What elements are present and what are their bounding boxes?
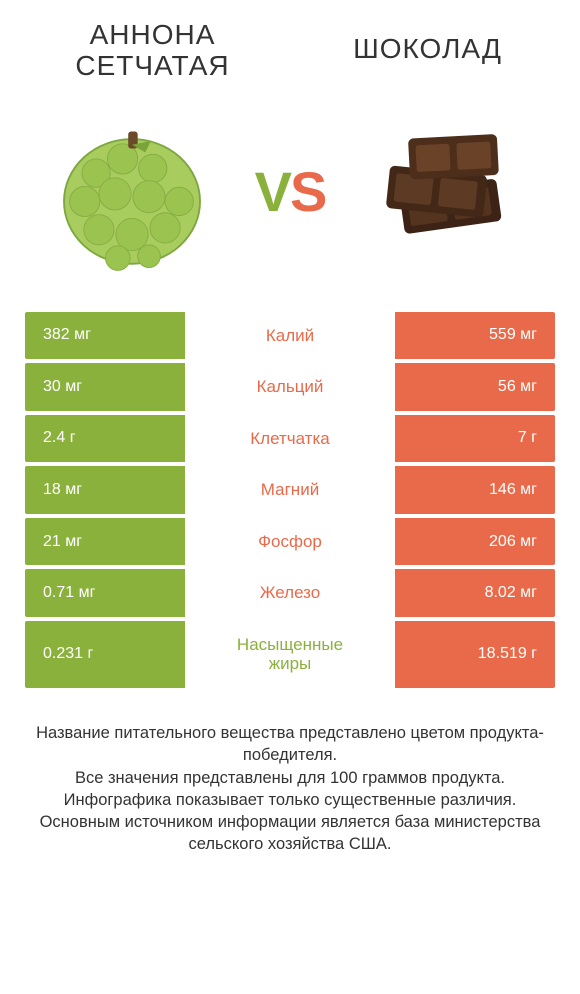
cell-nutrient-label: Калий — [185, 312, 395, 360]
table-row: 30 мгКальций56 мг — [25, 363, 555, 411]
vs-label: VS — [255, 159, 326, 224]
footer-line-3: Инфографика показывает только существенн… — [20, 789, 560, 811]
annona-icon — [47, 107, 217, 277]
cell-right-value: 146 мг — [395, 466, 555, 514]
cell-right-value: 56 мг — [395, 363, 555, 411]
table-row: 21 мгФосфор206 мг — [25, 518, 555, 566]
table-row: 382 мгКалий559 мг — [25, 312, 555, 360]
cell-nutrient-label: Фосфор — [185, 518, 395, 566]
cell-right-value: 7 г — [395, 415, 555, 463]
cell-left-value: 18 мг — [25, 466, 185, 514]
table-row: 0.231 гНасыщенныежиры18.519 г — [25, 621, 555, 688]
cell-nutrient-label: Клетчатка — [185, 415, 395, 463]
cell-left-value: 2.4 г — [25, 415, 185, 463]
cell-nutrient-label: Насыщенныежиры — [185, 621, 395, 688]
cell-right-value: 8.02 мг — [395, 569, 555, 617]
footer-line-4: Основным источником информации является … — [20, 811, 560, 856]
cell-right-value: 206 мг — [395, 518, 555, 566]
cell-nutrient-label: Железо — [185, 569, 395, 617]
cell-left-value: 0.231 г — [25, 621, 185, 688]
vs-s: S — [290, 160, 325, 223]
comparison-table: 382 мгКалий559 мг30 мгКальций56 мг2.4 гК… — [0, 312, 580, 692]
table-row: 18 мгМагний146 мг — [25, 466, 555, 514]
cell-left-value: 0.71 мг — [25, 569, 185, 617]
table-row: 2.4 гКлетчатка7 г — [25, 415, 555, 463]
image-left — [42, 102, 222, 282]
title-left: АННОНАСЕТЧАТАЯ — [40, 20, 265, 82]
table-row: 0.71 мгЖелезо8.02 мг — [25, 569, 555, 617]
vs-v: V — [255, 160, 290, 223]
cell-nutrient-label: Кальций — [185, 363, 395, 411]
titles-row: АННОНАСЕТЧАТАЯ ШОКОЛАД — [0, 0, 580, 92]
cell-left-value: 21 мг — [25, 518, 185, 566]
cell-left-value: 382 мг — [25, 312, 185, 360]
chocolate-icon — [368, 112, 528, 272]
hero-row: VS — [0, 92, 580, 312]
cell-left-value: 30 мг — [25, 363, 185, 411]
title-right: ШОКОЛАД — [315, 20, 540, 82]
cell-right-value: 559 мг — [395, 312, 555, 360]
cell-right-value: 18.519 г — [395, 621, 555, 688]
footer-notes: Название питательного вещества представл… — [0, 692, 580, 856]
cell-nutrient-label: Магний — [185, 466, 395, 514]
infographic-page: АННОНАСЕТЧАТАЯ ШОКОЛАД VS — [0, 0, 580, 994]
image-right — [358, 102, 538, 282]
footer-line-1: Название питательного вещества представл… — [20, 722, 560, 767]
footer-line-2: Все значения представлены для 100 граммо… — [20, 767, 560, 789]
